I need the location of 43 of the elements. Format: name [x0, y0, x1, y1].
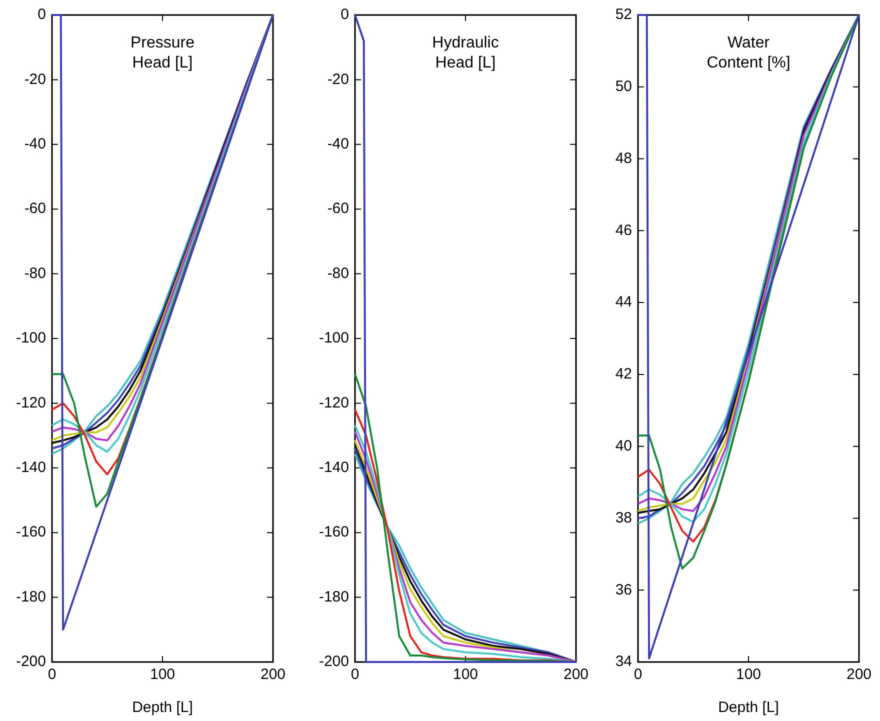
- y-tick-label: -120: [16, 394, 46, 412]
- y-tick-label: -200: [318, 653, 349, 670]
- x-tick-label: 200: [260, 666, 286, 684]
- y-tick-label: -140: [318, 459, 349, 476]
- y-tick-label: 38: [615, 509, 632, 526]
- x-tick-label: 100: [452, 666, 478, 684]
- y-tick-label: 40: [615, 437, 632, 454]
- text: Pressure Head [L]: [130, 34, 195, 72]
- y-tick-label: 0: [340, 6, 349, 24]
- y-tick-label: -140: [16, 459, 46, 476]
- x-tick-label: 200: [563, 666, 589, 684]
- y-tick-label: 46: [615, 222, 632, 239]
- y-tick-label: 0: [38, 6, 46, 24]
- y-tick-label: 36: [615, 581, 632, 598]
- x-tick-label: 100: [736, 666, 762, 684]
- y-tick-label: 50: [615, 78, 632, 96]
- y-tick-label: -100: [318, 330, 349, 347]
- x-tick-label: 100: [150, 666, 176, 684]
- y-tick-label: -160: [318, 524, 349, 541]
- y-tick-label: 42: [615, 366, 632, 383]
- y-tick-label: -40: [24, 136, 46, 153]
- y-tick-label: 34: [615, 653, 632, 670]
- x-axis-title: Depth [L]: [132, 699, 193, 716]
- y-tick-label: -200: [16, 653, 46, 670]
- text: Hydraulic Head [L]: [432, 34, 499, 72]
- y-tick-label: -40: [327, 136, 349, 153]
- x-axis-title: Depth [L]: [718, 699, 779, 716]
- y-tick-label: -180: [16, 588, 46, 606]
- x-tick-label: 200: [846, 666, 872, 684]
- y-tick-label: -60: [327, 200, 349, 218]
- y-tick-label: -100: [16, 330, 46, 347]
- y-tick-label: -160: [16, 524, 46, 541]
- y-tick-label: -120: [318, 394, 349, 412]
- y-tick-label: -60: [24, 200, 46, 218]
- y-tick-label: -180: [318, 588, 349, 606]
- y-tick-label: 44: [615, 294, 632, 311]
- y-tick-label: -80: [24, 264, 46, 282]
- y-tick-label: -20: [24, 70, 46, 88]
- y-tick-label: -80: [327, 264, 349, 282]
- y-tick-label: -20: [327, 70, 349, 88]
- text: Water Content [%]: [706, 34, 790, 72]
- y-tick-label: 52: [615, 6, 632, 24]
- y-tick-label: 48: [615, 150, 632, 167]
